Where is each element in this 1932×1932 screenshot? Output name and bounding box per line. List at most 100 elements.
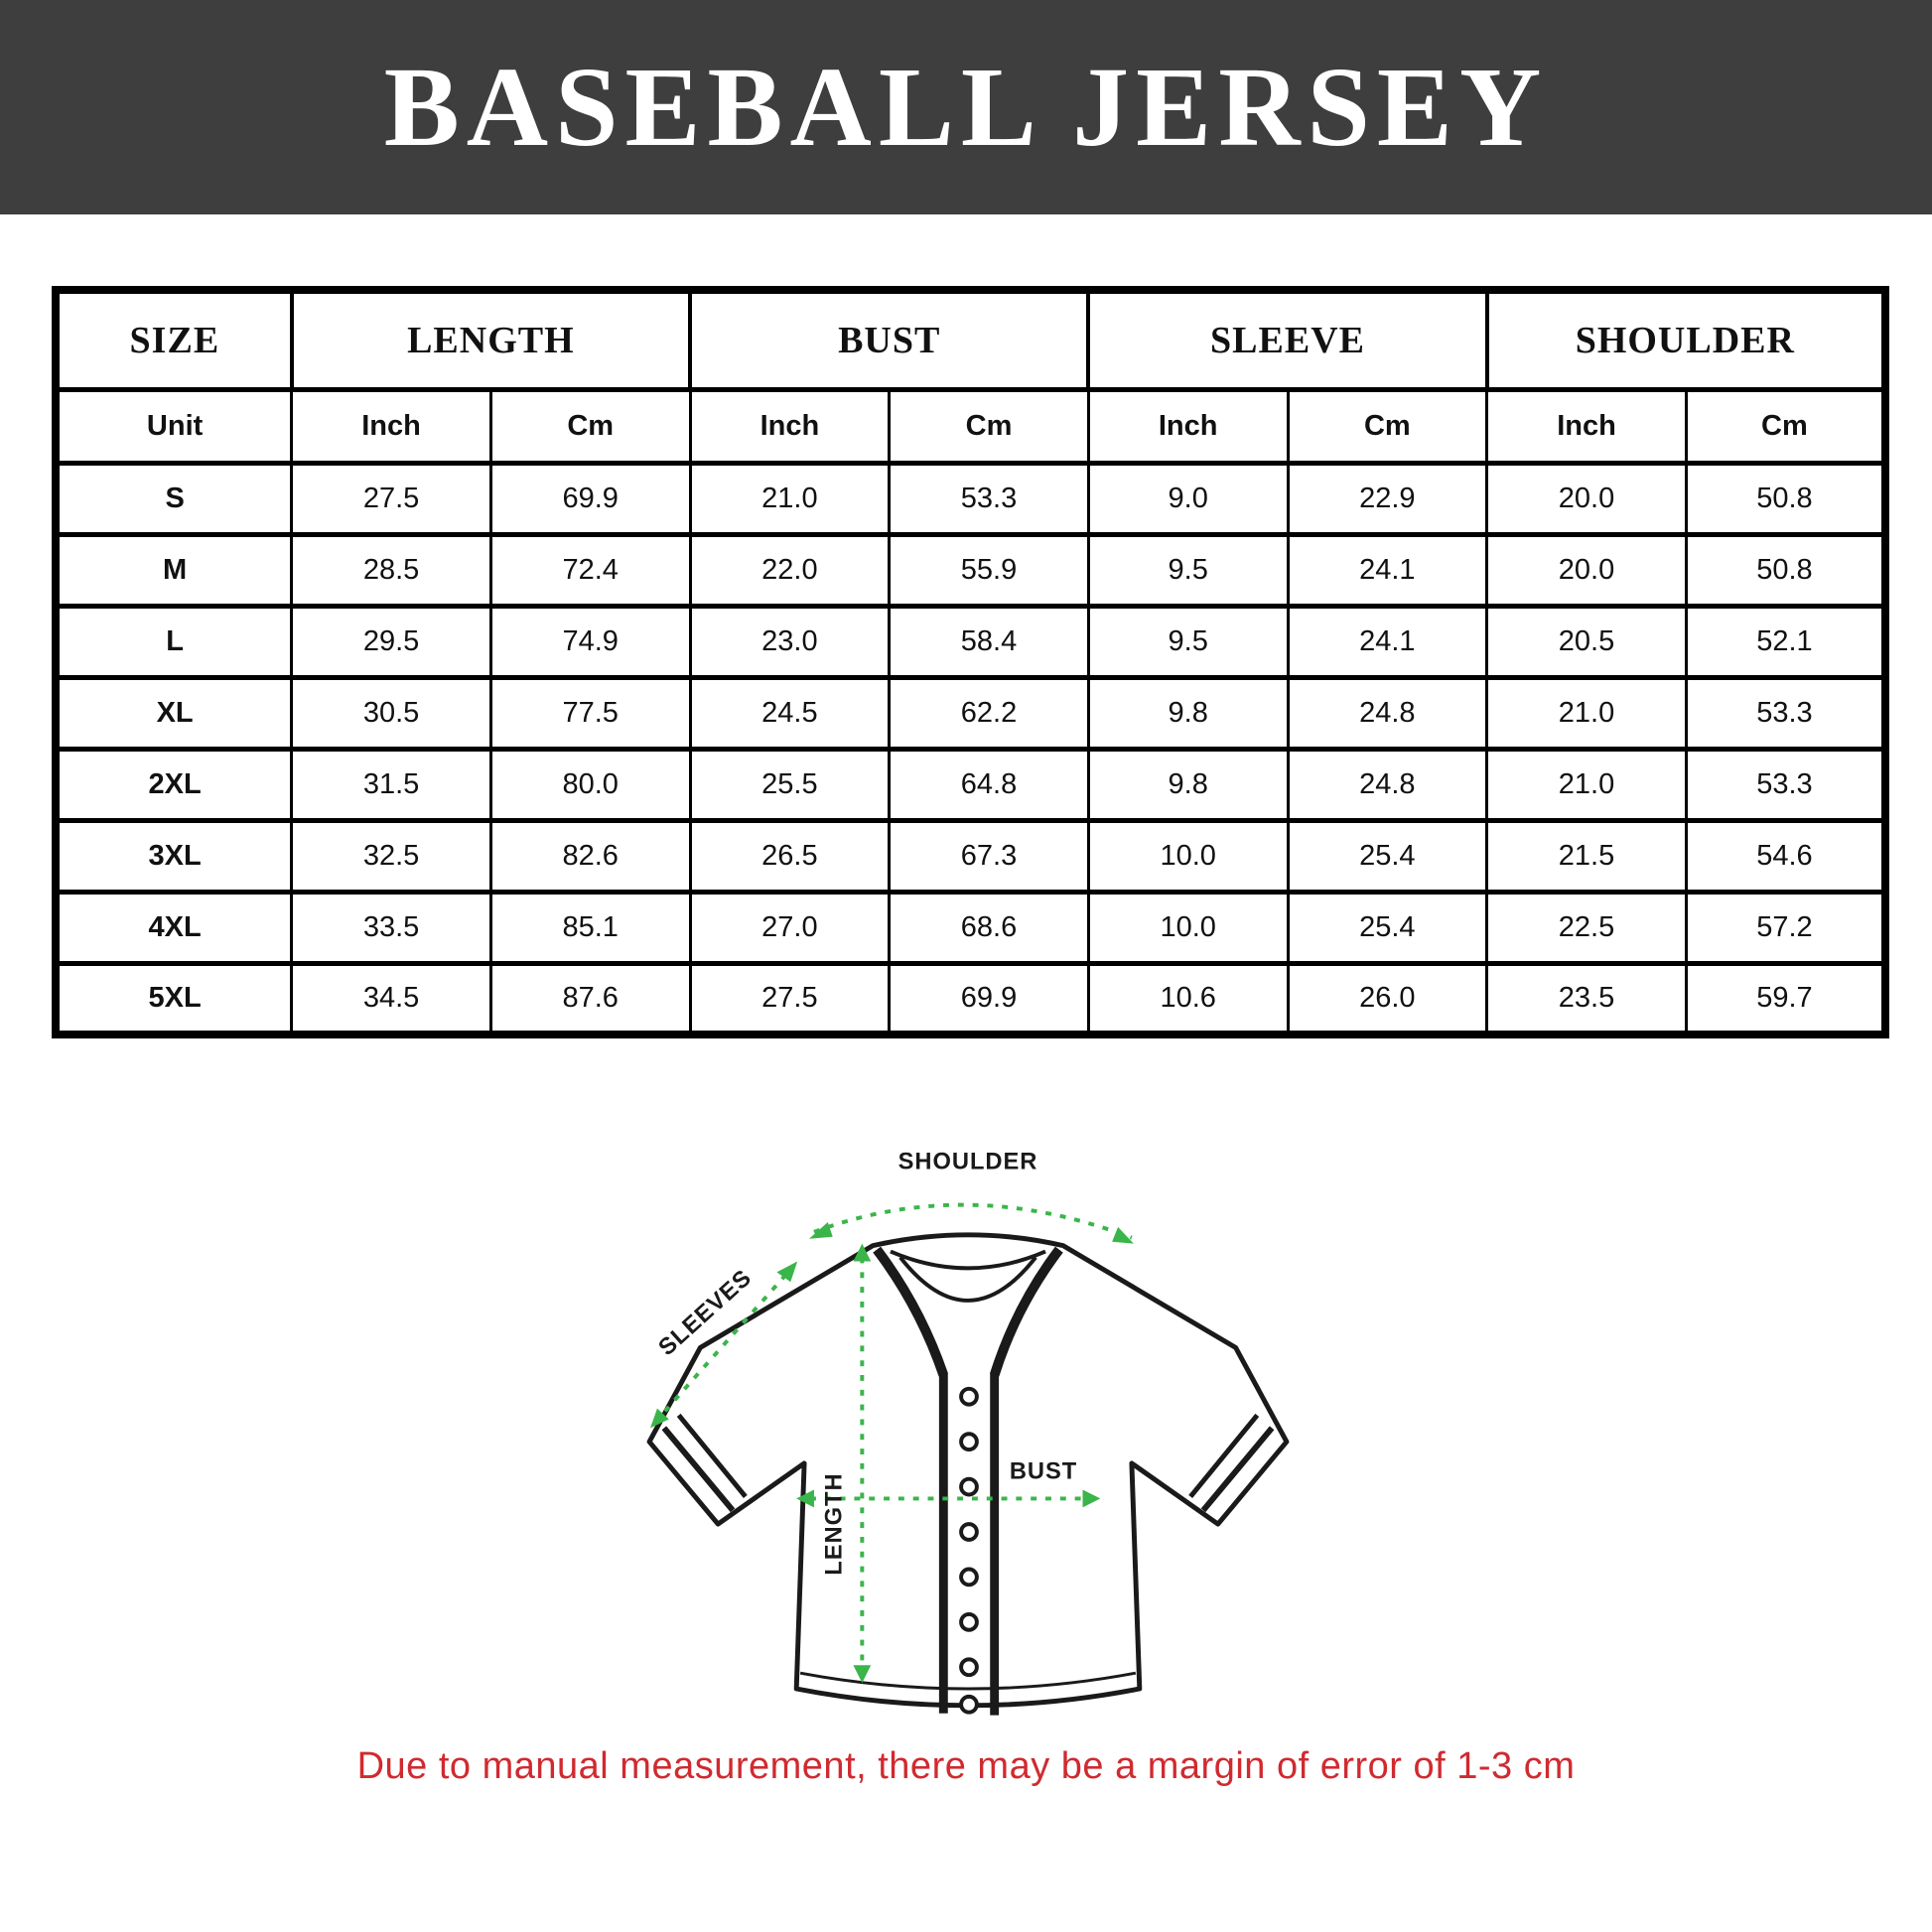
table-row: M 28.5 72.4 22.0 55.9 9.5 24.1 20.0 50.8 — [54, 534, 1887, 606]
jersey-outline — [646, 1232, 1290, 1716]
column-header-sleeve: SLEEVE — [1086, 290, 1489, 389]
table-row: 3XL 32.5 82.6 26.5 67.3 10.0 25.4 21.5 5… — [54, 820, 1887, 892]
measurement-cell: 9.0 — [1086, 463, 1290, 534]
measurement-cell: 27.5 — [688, 963, 892, 1035]
measurement-cell: 20.0 — [1485, 463, 1688, 534]
table-row: XL 30.5 77.5 24.5 62.2 9.8 24.8 21.0 53.… — [54, 677, 1887, 749]
size-cell: 2XL — [54, 749, 294, 820]
measurement-cell: 10.0 — [1086, 820, 1290, 892]
measurement-arrowheads — [650, 1221, 1134, 1684]
size-cell: L — [54, 606, 294, 677]
table-unit-header-row: Unit Inch Cm Inch Cm Inch Cm Inch Cm — [54, 389, 1887, 463]
measurement-cell: 55.9 — [888, 534, 1090, 606]
measurement-cell: 9.5 — [1086, 534, 1290, 606]
unit-header-cm: Cm — [488, 389, 692, 463]
size-cell: S — [54, 463, 294, 534]
measurement-cell: 68.6 — [888, 892, 1090, 963]
measurement-cell: 10.6 — [1086, 963, 1290, 1035]
measurement-cell: 9.8 — [1086, 677, 1290, 749]
measurement-cell: 21.0 — [688, 463, 892, 534]
measurement-cell: 53.3 — [1684, 749, 1887, 820]
measurement-cell: 21.0 — [1485, 677, 1688, 749]
measurement-cell: 23.5 — [1485, 963, 1688, 1035]
table-row: L 29.5 74.9 23.0 58.4 9.5 24.1 20.5 52.1 — [54, 606, 1887, 677]
length-label: LENGTH — [822, 1472, 848, 1575]
measurement-cell: 69.9 — [888, 963, 1090, 1035]
measurement-cell: 24.1 — [1286, 534, 1489, 606]
measurement-cell: 30.5 — [290, 677, 492, 749]
jersey-diagram-svg: SHOULDER SLEEVES BUST LENGTH — [646, 1150, 1290, 1716]
measurement-cell: 74.9 — [488, 606, 692, 677]
measurement-cell: 24.1 — [1286, 606, 1489, 677]
measurement-cell: 53.3 — [888, 463, 1090, 534]
measurement-cell: 25.4 — [1286, 820, 1489, 892]
table-group-header-row: SIZE LENGTH BUST SLEEVE SHOULDER — [54, 290, 1888, 389]
table-row: 4XL 33.5 85.1 27.0 68.6 10.0 25.4 22.5 5… — [54, 892, 1887, 963]
unit-header-inch: Inch — [688, 389, 892, 463]
measurement-cell: 25.5 — [688, 749, 892, 820]
measurement-cell: 58.4 — [888, 606, 1090, 677]
measurement-cell: 54.6 — [1684, 820, 1887, 892]
column-header-length: LENGTH — [289, 290, 693, 389]
measurement-cell: 26.5 — [688, 820, 892, 892]
column-header-size: SIZE — [54, 290, 294, 389]
measurement-cell: 85.1 — [488, 892, 692, 963]
measurement-cell: 77.5 — [488, 677, 692, 749]
measurement-cell: 32.5 — [290, 820, 492, 892]
measurement-cell: 10.0 — [1086, 892, 1290, 963]
column-header-shoulder: SHOULDER — [1484, 290, 1888, 389]
measurement-cell: 20.5 — [1485, 606, 1688, 677]
measurement-cell: 24.5 — [688, 677, 892, 749]
measurement-cell: 33.5 — [290, 892, 492, 963]
measurement-cell: 27.0 — [688, 892, 892, 963]
size-cell: 3XL — [54, 820, 294, 892]
unit-header-inch: Inch — [1485, 389, 1688, 463]
measurement-cell: 29.5 — [290, 606, 492, 677]
measurement-cell: 72.4 — [488, 534, 692, 606]
size-cell: 4XL — [54, 892, 294, 963]
unit-header-inch: Inch — [1086, 389, 1290, 463]
table-row: 5XL 34.5 87.6 27.5 69.9 10.6 26.0 23.5 5… — [54, 963, 1887, 1035]
size-cell: M — [54, 534, 294, 606]
page-title: BASEBALL JERSEY — [383, 44, 1549, 170]
column-header-bust: BUST — [688, 290, 1091, 389]
measurement-cell: 27.5 — [290, 463, 492, 534]
measurement-cell: 22.0 — [688, 534, 892, 606]
measurement-cell: 59.7 — [1684, 963, 1887, 1035]
measurement-cell: 9.8 — [1086, 749, 1290, 820]
jersey-buttons — [959, 1386, 979, 1715]
measurement-cell: 21.0 — [1485, 749, 1688, 820]
measurement-cell: 23.0 — [688, 606, 892, 677]
measurement-cell: 21.5 — [1485, 820, 1688, 892]
measurement-cell: 20.0 — [1485, 534, 1688, 606]
size-cell: XL — [54, 677, 294, 749]
size-cell: 5XL — [54, 963, 294, 1035]
measurement-cell: 67.3 — [888, 820, 1090, 892]
table-row: S 27.5 69.9 21.0 53.3 9.0 22.9 20.0 50.8 — [54, 463, 1887, 534]
measurement-cell: 22.9 — [1286, 463, 1489, 534]
size-chart-table: SIZE LENGTH BUST SLEEVE SHOULDER Unit In… — [52, 286, 1889, 1038]
measurement-cell: 26.0 — [1286, 963, 1489, 1035]
measurement-cell: 69.9 — [488, 463, 692, 534]
measurement-cell: 50.8 — [1684, 463, 1887, 534]
measurement-cell: 50.8 — [1684, 534, 1887, 606]
shoulder-label: SHOULDER — [898, 1150, 1038, 1175]
measurement-cell: 34.5 — [290, 963, 492, 1035]
measurement-cell: 64.8 — [888, 749, 1090, 820]
measurement-cell: 28.5 — [290, 534, 492, 606]
measurement-cell: 62.2 — [888, 677, 1090, 749]
measurement-disclaimer: Due to manual measurement, there may be … — [356, 1745, 1576, 1787]
header-banner: BASEBALL JERSEY — [0, 0, 1932, 214]
measurement-cell: 22.5 — [1485, 892, 1688, 963]
measurement-cell: 82.6 — [488, 820, 692, 892]
measurement-cell: 9.5 — [1086, 606, 1290, 677]
unit-header-cm: Cm — [1684, 389, 1887, 463]
measurement-cell: 87.6 — [488, 963, 692, 1035]
shoulder-measure-line — [813, 1202, 1133, 1240]
unit-header: Unit — [54, 389, 294, 463]
measurement-cell: 52.1 — [1684, 606, 1887, 677]
unit-header-inch: Inch — [290, 389, 492, 463]
jersey-measurement-diagram: SHOULDER SLEEVES BUST LENGTH — [618, 1140, 1318, 1767]
measurement-cell: 25.4 — [1286, 892, 1489, 963]
table-row: 2XL 31.5 80.0 25.5 64.8 9.8 24.8 21.0 53… — [54, 749, 1887, 820]
